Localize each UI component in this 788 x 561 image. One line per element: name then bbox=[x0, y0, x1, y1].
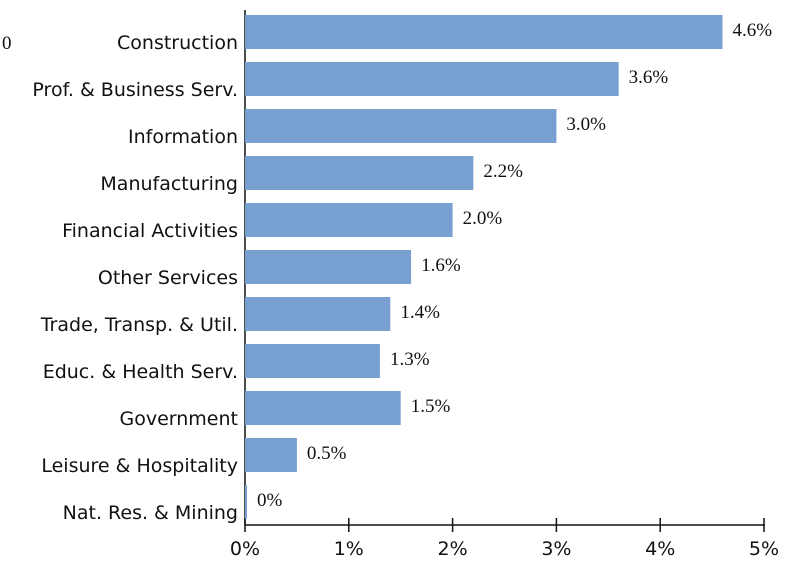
x-tick-label: 3% bbox=[541, 538, 571, 560]
bar bbox=[245, 203, 453, 237]
bar bbox=[245, 438, 297, 472]
value-label: 0.5% bbox=[307, 443, 347, 464]
value-label: 1.3% bbox=[390, 349, 430, 370]
y-tick-label: Information bbox=[128, 126, 238, 148]
y-tick-label: Manufacturing bbox=[100, 173, 238, 195]
x-tick-label: 0% bbox=[230, 538, 260, 560]
y-tick-label: Government bbox=[120, 408, 239, 430]
bar bbox=[245, 297, 391, 331]
y-tick-label: Trade, Transp. & Util. bbox=[40, 314, 238, 336]
y-tick-label: Educ. & Health Serv. bbox=[43, 361, 238, 383]
y-tick-label: Nat. Res. & Mining bbox=[63, 502, 238, 524]
x-tick-label: 5% bbox=[749, 538, 779, 560]
value-label: 0% bbox=[257, 490, 283, 511]
x-tick-label: 4% bbox=[645, 538, 675, 560]
bar bbox=[245, 250, 412, 284]
x-tick-label: 1% bbox=[334, 538, 364, 560]
bar bbox=[245, 109, 557, 143]
x-tick-label: 2% bbox=[438, 538, 468, 560]
bar bbox=[245, 62, 619, 96]
y-tick-label: Leisure & Hospitality bbox=[41, 455, 238, 477]
value-label: 2.0% bbox=[463, 208, 503, 229]
y-tick-label: Prof. & Business Serv. bbox=[32, 79, 238, 101]
y-tick-label: Other Services bbox=[98, 267, 238, 289]
bar bbox=[245, 156, 474, 190]
value-label: 3.0% bbox=[566, 114, 606, 135]
y-tick-label: Construction bbox=[117, 32, 238, 54]
bar bbox=[245, 485, 247, 519]
bar bbox=[245, 344, 380, 378]
annotation: 0 bbox=[2, 33, 12, 54]
value-label: 4.6% bbox=[732, 20, 772, 41]
value-label: 3.6% bbox=[629, 67, 669, 88]
value-label: 1.4% bbox=[400, 302, 440, 323]
value-label: 1.5% bbox=[411, 396, 451, 417]
bar bbox=[245, 15, 723, 49]
bar bbox=[245, 391, 401, 425]
value-label: 2.2% bbox=[483, 161, 523, 182]
value-label: 1.6% bbox=[421, 255, 461, 276]
y-tick-label: Financial Activities bbox=[62, 220, 238, 242]
